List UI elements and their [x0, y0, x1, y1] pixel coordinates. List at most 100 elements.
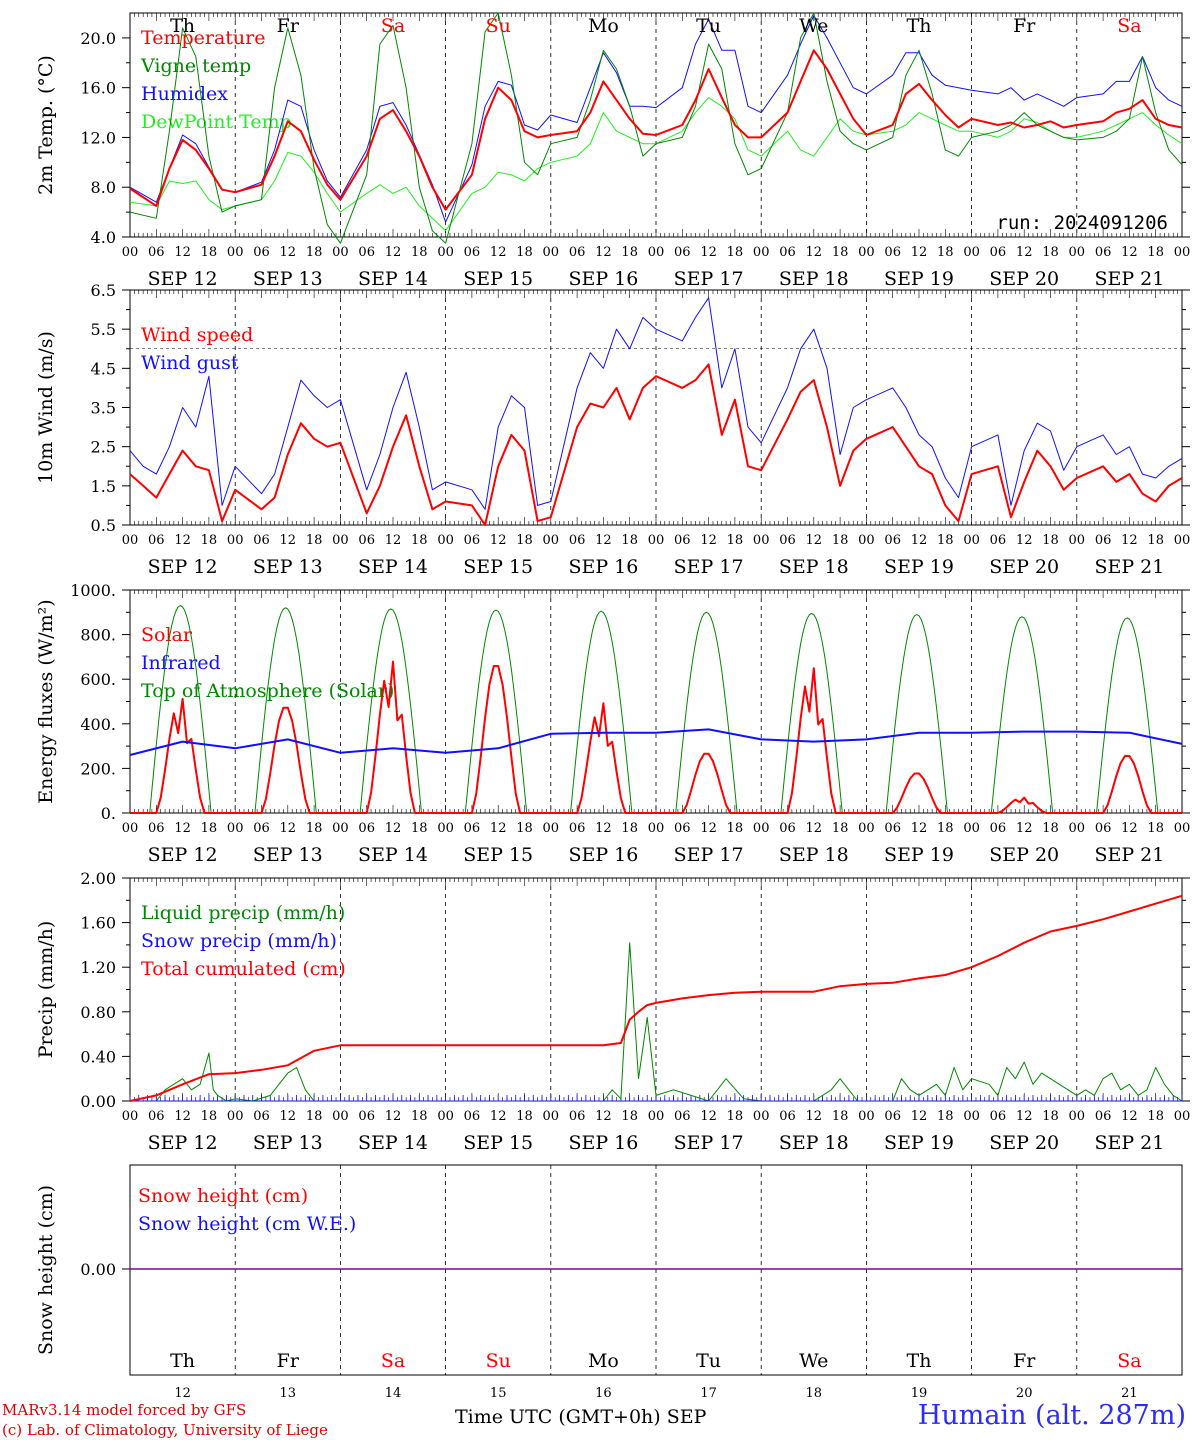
- date-label: SEP 14: [358, 844, 428, 866]
- hour-tick-label: 06: [569, 821, 586, 836]
- hour-tick-label: 00: [753, 821, 770, 836]
- hour-tick-label: 00: [332, 821, 349, 836]
- hour-tick-label: 18: [201, 533, 218, 548]
- hour-tick-label: 12: [911, 245, 928, 260]
- hour-tick-label: 00: [332, 1109, 349, 1124]
- run-label: run: 2024091206: [996, 212, 1168, 234]
- hour-tick-label: 12: [490, 245, 507, 260]
- hour-tick-label: 00: [122, 1109, 139, 1124]
- model-credit: MARv3.14 model forced by GFS: [2, 1401, 247, 1419]
- day-name: We: [799, 1350, 828, 1372]
- hour-tick-label: 12: [806, 533, 823, 548]
- day-number: 20: [1016, 1386, 1033, 1401]
- hour-tick-label: 12: [280, 821, 297, 836]
- y-axis-label: Energy fluxes (W/m²): [35, 599, 57, 803]
- hour-tick-label: 06: [148, 1109, 165, 1124]
- hour-tick-label: 18: [937, 1109, 954, 1124]
- hour-tick-label: 12: [174, 533, 191, 548]
- hour-tick-label: 00: [648, 245, 665, 260]
- hour-tick-label: 06: [569, 1109, 586, 1124]
- hour-tick-label: 12: [385, 533, 402, 548]
- legend-entry: Total cumulated (cm): [141, 958, 346, 980]
- day-name: Sa: [381, 15, 405, 37]
- hour-tick-label: 18: [516, 821, 533, 836]
- day-number: 18: [806, 1386, 823, 1401]
- legend-entry: Vigne temp: [140, 55, 251, 77]
- hour-tick-label: 18: [1147, 1109, 1164, 1124]
- hour-tick-label: 00: [1174, 1109, 1191, 1124]
- hour-tick-label: 06: [674, 821, 691, 836]
- y-axis-label: Precip (mm/h): [35, 921, 57, 1059]
- hour-tick-label: 18: [1042, 533, 1059, 548]
- y-tick-label: 3.5: [91, 399, 116, 418]
- hour-tick-label: 18: [832, 533, 849, 548]
- y-tick-label: 5.5: [91, 320, 116, 339]
- day-number: 17: [700, 1386, 717, 1401]
- day-name: Th: [907, 15, 932, 37]
- series-line: [129, 297, 1183, 510]
- date-label: SEP 16: [568, 1132, 638, 1154]
- date-label: SEP 18: [779, 556, 849, 578]
- date-label: SEP 19: [884, 844, 954, 866]
- hour-tick-label: 18: [1042, 1109, 1059, 1124]
- hour-tick-label: 12: [174, 1109, 191, 1124]
- y-tick-label: 2.5: [91, 438, 116, 457]
- hour-tick-label: 12: [911, 821, 928, 836]
- day-name: Sa: [1117, 1350, 1141, 1372]
- hour-tick-label: 12: [174, 245, 191, 260]
- hour-tick-label: 12: [1121, 245, 1138, 260]
- solar-line: [656, 752, 762, 814]
- date-label: SEP 15: [463, 844, 533, 866]
- hour-tick-label: 12: [595, 245, 612, 260]
- date-label: SEP 21: [1094, 844, 1164, 866]
- hour-tick-label: 18: [411, 821, 428, 836]
- hour-tick-label: 06: [1095, 245, 1112, 260]
- day-number: 13: [280, 1386, 297, 1401]
- y-tick-label: 6.5: [91, 281, 116, 300]
- hour-tick-label: 06: [1095, 1109, 1112, 1124]
- y-tick-label: 20.0: [80, 29, 116, 48]
- y-tick-label: 12.0: [80, 128, 116, 147]
- hour-tick-label: 12: [1016, 245, 1033, 260]
- y-axis-label: Snow height (cm): [35, 1185, 57, 1355]
- hour-tick-label: 18: [306, 245, 323, 260]
- legend-entry: Snow height (cm): [138, 1185, 308, 1207]
- day-name: Mo: [588, 1350, 619, 1372]
- y-tick-label: 1.20: [80, 958, 116, 977]
- hour-tick-label: 12: [1016, 821, 1033, 836]
- hour-tick-label: 12: [806, 821, 823, 836]
- y-tick-label: 1.5: [91, 477, 116, 496]
- hour-tick-label: 00: [1069, 245, 1086, 260]
- hour-tick-label: 18: [727, 533, 744, 548]
- series-line: [129, 363, 1183, 526]
- hour-tick-label: 18: [621, 821, 638, 836]
- hour-tick-label: 06: [253, 821, 270, 836]
- hour-tick-label: 12: [700, 245, 717, 260]
- hour-tick-label: 18: [516, 533, 533, 548]
- time-axis-title: Time UTC (GMT+0h) SEP: [455, 1406, 707, 1428]
- hour-tick-label: 12: [174, 821, 191, 836]
- station-name: Humain (alt. 287m): [917, 1400, 1186, 1431]
- date-label: SEP 16: [568, 268, 638, 290]
- hour-tick-label: 18: [201, 821, 218, 836]
- hour-tick-label: 18: [411, 245, 428, 260]
- hour-tick-label: 18: [1147, 821, 1164, 836]
- series-line: [129, 49, 1183, 211]
- hour-tick-label: 18: [727, 821, 744, 836]
- date-label: SEP 17: [674, 1132, 744, 1154]
- hour-tick-label: 12: [280, 245, 297, 260]
- day-name: Th: [907, 1350, 932, 1372]
- hour-tick-label: 18: [411, 533, 428, 548]
- date-label: SEP 17: [674, 556, 744, 578]
- legend-entry: Snow precip (mm/h): [141, 930, 337, 952]
- hour-tick-label: 12: [385, 821, 402, 836]
- hour-tick-label: 00: [858, 821, 875, 836]
- y-tick-label: 1000.: [70, 581, 116, 600]
- date-label: SEP 21: [1094, 1132, 1164, 1154]
- date-label: SEP 15: [463, 1132, 533, 1154]
- toa-line: [445, 609, 551, 814]
- hour-tick-label: 18: [937, 245, 954, 260]
- date-label: SEP 16: [568, 844, 638, 866]
- date-label: SEP 18: [779, 844, 849, 866]
